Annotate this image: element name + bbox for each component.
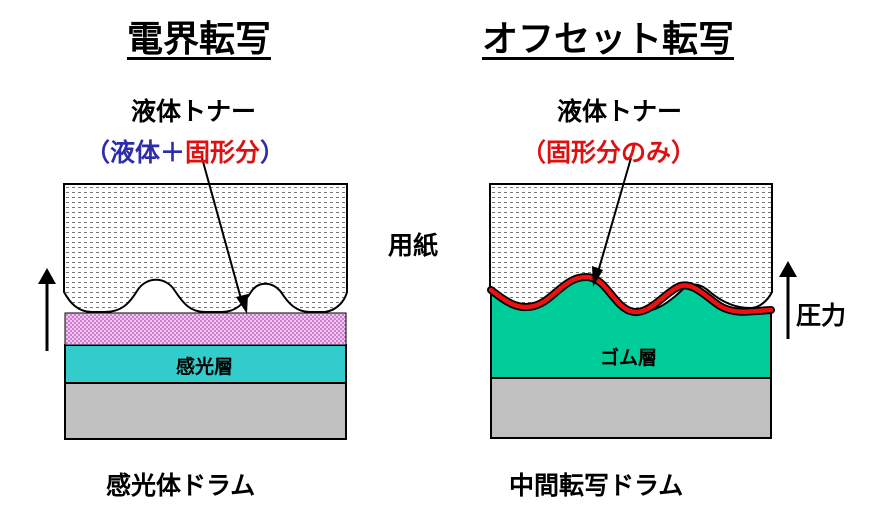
base-layer-right — [490, 377, 772, 439]
toner-label-right: 液体トナー — [557, 97, 683, 126]
photosensitive-layer — [64, 344, 347, 384]
drum-label-left: 感光体ドラム — [106, 471, 256, 500]
pointer-line-left — [201, 157, 244, 307]
toner-label-left: 液体トナー — [131, 97, 257, 126]
solid-text-left: 固形分 — [185, 138, 261, 167]
paper-left — [63, 183, 348, 313]
pointer-head-left — [236, 294, 248, 314]
rubber-layer-label: ゴム層 — [600, 347, 658, 369]
right-diagram — [487, 157, 797, 439]
paren-open-right: （ — [521, 138, 547, 167]
toner-composition-right: （固形分のみ） — [521, 133, 696, 169]
drum-label-right: 中間転写ドラム — [509, 471, 684, 500]
title-offset-transfer: オフセット転写 — [482, 19, 735, 60]
base-layer-left — [64, 382, 347, 440]
liquid-toner-layer — [64, 312, 347, 346]
paren-open-left: （ — [85, 138, 111, 167]
toner-solid-film-red — [488, 274, 774, 315]
pointer-head-right — [592, 266, 603, 287]
pressure-arrow-head — [779, 261, 797, 277]
title-electric-transfer: 電界転写 — [127, 19, 272, 60]
pointer-line-right — [597, 157, 632, 273]
paper-label: 用紙 — [388, 231, 439, 260]
pressure-label: 圧力 — [796, 301, 847, 330]
up-arrow-left-head — [38, 268, 56, 284]
left-diagram — [38, 157, 348, 440]
paren-close-left: ） — [260, 138, 286, 167]
toner-composition-left: （液体＋固形分） — [85, 133, 285, 169]
liquid-plus-text: 液体＋ — [110, 138, 186, 167]
paper-right — [489, 183, 773, 314]
solid-only-text: 固形分のみ — [546, 138, 672, 167]
paren-close-right: ） — [671, 138, 697, 167]
photosensitive-layer-label: 感光層 — [176, 356, 234, 378]
